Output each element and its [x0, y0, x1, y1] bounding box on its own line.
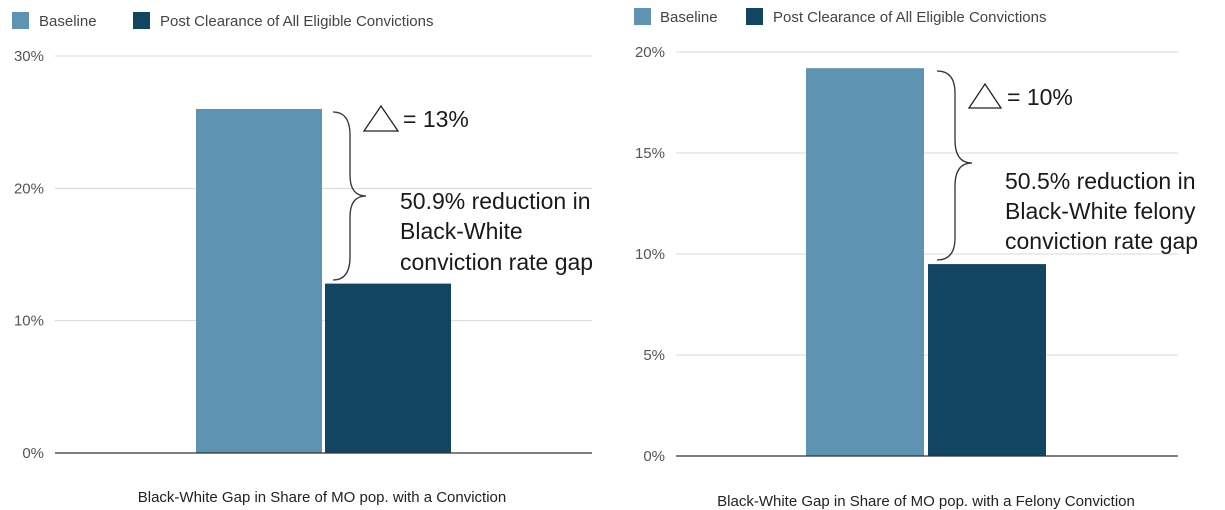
y-tick-label: 0%: [643, 448, 665, 465]
legend-swatch-baseline: [634, 8, 651, 25]
legend-label-baseline: Baseline: [660, 9, 718, 26]
x-axis-label: Black-White Gap in Share of MO pop. with…: [138, 489, 507, 506]
x-axis-label: Black-White Gap in Share of MO pop. with…: [717, 493, 1135, 510]
y-axis-ticks: 0% 5% 10% 15% 20%: [635, 44, 665, 465]
curly-brace: [936, 70, 973, 261]
annotation-line-2: Black-White felony: [1005, 198, 1196, 224]
y-tick-label: 30%: [14, 48, 44, 65]
legend-label-baseline: Baseline: [39, 13, 97, 30]
legend-swatch-post-clearance: [133, 12, 150, 29]
bar-post-clearance: [928, 264, 1046, 456]
legend-label-post-clearance: Post Clearance of All Eligible Convictio…: [160, 13, 433, 30]
y-tick-label: 10%: [635, 246, 665, 263]
y-tick-label: 5%: [643, 347, 665, 364]
delta-triangle-icon: [362, 104, 400, 132]
delta-text: = 10%: [1007, 84, 1073, 110]
annotation: = 10% 50.5% reduction in Black-White fel…: [936, 70, 1198, 261]
legend-label-post-clearance: Post Clearance of All Eligible Convictio…: [773, 9, 1046, 26]
delta-text: = 13%: [403, 106, 469, 132]
bars: [196, 108, 451, 453]
annotation-line-3: conviction rate gap: [400, 249, 593, 275]
annotation-line-2: Black-White: [400, 218, 523, 244]
legend: Baseline Post Clearance of All Eligible …: [634, 8, 1046, 26]
bar-baseline: [196, 108, 322, 453]
y-tick-label: 10%: [14, 313, 44, 330]
y-axis-ticks: 0% 10% 20% 30%: [14, 48, 44, 462]
y-tick-label: 20%: [14, 180, 44, 197]
bars: [806, 68, 1046, 456]
bar-post-clearance: [325, 283, 451, 453]
delta-triangle-icon: [967, 82, 1003, 109]
chart-felony-conviction-gap: Baseline Post Clearance of All Eligible …: [634, 8, 1198, 510]
gridlines: [55, 55, 592, 322]
curly-brace: [332, 111, 367, 281]
annotation-line-1: 50.5% reduction in: [1005, 168, 1196, 194]
y-tick-label: 0%: [22, 445, 44, 462]
annotation-line-3: conviction rate gap: [1005, 228, 1198, 254]
y-tick-label: 15%: [635, 145, 665, 162]
chart-conviction-gap: Baseline Post Clearance of All Eligible …: [12, 12, 593, 506]
gridlines: [676, 51, 1178, 356]
annotation-line-1: 50.9% reduction in: [400, 188, 591, 214]
annotation: = 13% 50.9% reduction in Black-White con…: [332, 104, 593, 281]
bar-baseline: [806, 68, 924, 456]
legend-swatch-baseline: [12, 12, 29, 29]
legend: Baseline Post Clearance of All Eligible …: [12, 12, 433, 30]
legend-swatch-post-clearance: [746, 8, 763, 25]
y-tick-label: 20%: [635, 44, 665, 61]
